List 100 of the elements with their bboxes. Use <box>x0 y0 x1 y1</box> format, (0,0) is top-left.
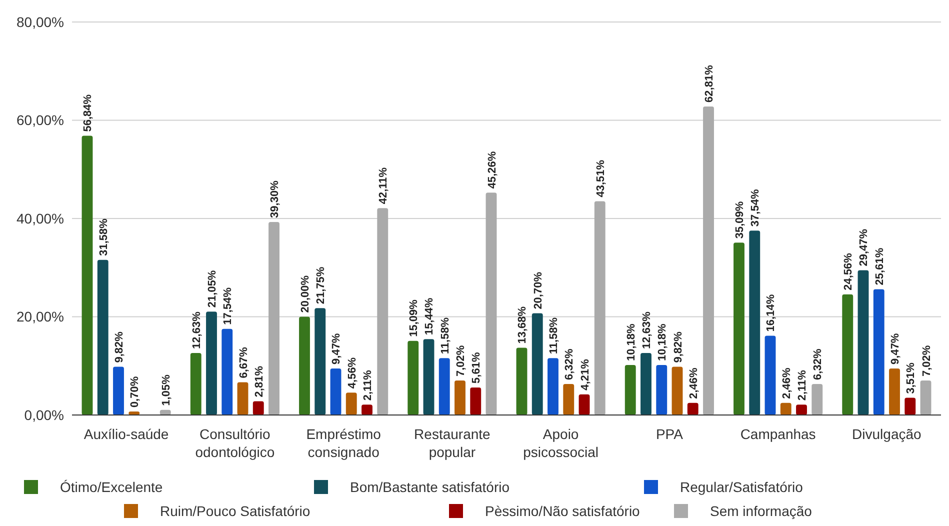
bar <box>920 380 932 415</box>
data-label: 62,81% <box>704 64 716 102</box>
data-label: 24,56% <box>842 252 855 290</box>
data-label: 29,47% <box>858 228 870 266</box>
bar <box>749 230 760 415</box>
data-label: 4,56% <box>346 357 358 389</box>
data-label: 21,75% <box>315 266 328 304</box>
bar <box>687 402 698 415</box>
data-label: 2,11% <box>362 370 374 401</box>
x-tick-label: Apoio psicossocial <box>523 426 599 460</box>
legend-label: Pèssimo/Não satisfatório <box>485 503 640 519</box>
bar <box>237 382 248 415</box>
bar <box>672 366 683 415</box>
bar <box>656 364 668 415</box>
bar <box>346 392 357 415</box>
y-tick-label: 20,00% <box>16 308 64 325</box>
legend-label: Sem informação <box>710 503 812 519</box>
bar <box>734 242 744 415</box>
legend-label: Regular/Satisfatório <box>680 479 804 495</box>
data-label: 10,18% <box>656 323 669 361</box>
data-label: 15,09% <box>408 299 420 337</box>
data-label: 9,82% <box>114 331 126 363</box>
data-label: 3,51% <box>905 362 918 394</box>
data-label: 6,32% <box>564 348 576 380</box>
bar <box>206 312 217 415</box>
bar <box>97 260 108 415</box>
data-label: 1,05% <box>160 374 172 406</box>
data-label: 7,02% <box>920 345 933 377</box>
data-label: 25,61% <box>874 248 886 286</box>
x-tick-label: Campanhas <box>740 426 816 442</box>
legend-label: Ruim/Pouco Satisfatório <box>160 503 310 519</box>
data-label: 21,05% <box>206 270 218 308</box>
bar <box>330 368 342 415</box>
data-label: 42,11% <box>378 167 390 204</box>
data-label: 9,47% <box>330 333 343 364</box>
bar <box>578 394 590 415</box>
y-tick-label: 60,00% <box>16 112 64 128</box>
data-label: 9,47% <box>890 333 902 364</box>
y-tick-label: 40,00% <box>16 210 64 226</box>
data-label: 20,00% <box>299 275 312 313</box>
bar <box>408 340 419 415</box>
data-label: 12,63% <box>640 311 653 349</box>
bar <box>438 358 450 415</box>
data-label: 16,14% <box>765 294 778 332</box>
bar <box>314 308 326 415</box>
x-tick-label: Restaurante popular <box>414 426 491 460</box>
data-label: 2,11% <box>796 370 809 401</box>
bar <box>486 192 497 415</box>
x-tick-label: Consultório odontológico <box>195 426 275 460</box>
data-label: 10,18% <box>625 323 638 361</box>
bar <box>252 401 264 415</box>
bar <box>113 366 124 415</box>
data-label: 31,58% <box>98 218 110 256</box>
data-label: 13,68% <box>516 306 529 344</box>
data-label: 11,58% <box>439 317 452 354</box>
bar <box>548 358 558 415</box>
data-label: 7,02% <box>455 345 467 377</box>
bar <box>268 222 280 415</box>
data-label: 37,54% <box>750 189 762 227</box>
data-label: 45,26% <box>486 151 498 189</box>
data-label: 12,63% <box>190 311 203 349</box>
data-label: 6,67% <box>238 346 250 378</box>
data-label: 15,44% <box>424 298 436 336</box>
bar <box>796 404 807 415</box>
bar <box>299 316 310 415</box>
data-label: 35,09% <box>734 201 746 239</box>
data-label: 17,54% <box>222 287 234 325</box>
bar <box>858 270 869 415</box>
data-label: 2,81% <box>253 366 266 398</box>
bar <box>780 402 792 415</box>
data-label: 4,21% <box>579 358 592 390</box>
bar <box>624 364 636 415</box>
bar <box>532 313 543 415</box>
data-label: 0,70% <box>129 376 142 408</box>
legend-label: Bom/Bastante satisfatório <box>350 479 510 495</box>
bar <box>82 136 93 415</box>
bar <box>377 208 388 415</box>
bar <box>190 352 202 415</box>
bar <box>423 339 434 415</box>
bar <box>454 380 466 415</box>
bar <box>703 106 714 415</box>
y-tick-label: 0,00% <box>24 406 64 423</box>
x-tick-label: Auxílio-saúde <box>84 426 169 442</box>
x-tick-label: Empréstimo consignado <box>306 426 382 460</box>
bar <box>222 328 233 415</box>
bar <box>362 404 372 415</box>
data-label: 2,46% <box>780 368 793 399</box>
data-label: 11,58% <box>548 317 560 354</box>
bar <box>563 384 574 415</box>
bar <box>594 201 606 415</box>
x-tick-label: PPA <box>656 426 684 442</box>
bar <box>842 294 854 415</box>
bar <box>904 398 916 415</box>
bar <box>873 289 884 415</box>
data-label: 6,32% <box>812 348 824 380</box>
x-tick-label: Divulgação <box>852 426 922 442</box>
data-label: 2,46% <box>688 368 700 399</box>
data-label: 43,51% <box>594 160 607 198</box>
legend-label: Ótimo/Excelente <box>60 479 163 495</box>
bar <box>889 368 900 415</box>
